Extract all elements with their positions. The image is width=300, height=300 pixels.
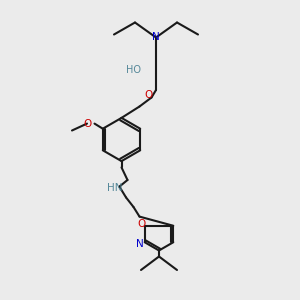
Text: N: N: [152, 32, 160, 43]
Text: O: O: [137, 219, 145, 229]
Text: HN: HN: [107, 183, 122, 194]
Text: HO: HO: [126, 64, 141, 75]
Text: N: N: [136, 239, 144, 249]
Text: O: O: [144, 90, 153, 100]
Text: O: O: [83, 118, 91, 129]
